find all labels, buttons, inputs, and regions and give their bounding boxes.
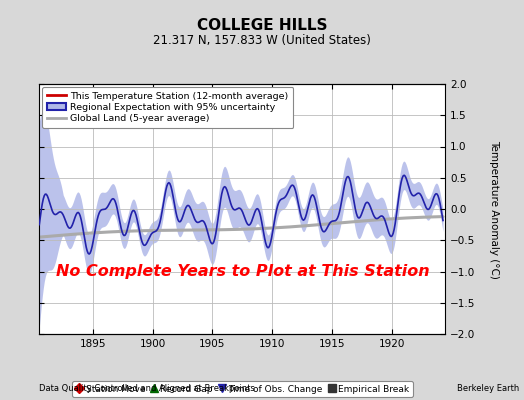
Legend: Station Move, Record Gap, Time of Obs. Change, Empirical Break: Station Move, Record Gap, Time of Obs. C… bbox=[72, 381, 413, 397]
Text: 21.317 N, 157.833 W (United States): 21.317 N, 157.833 W (United States) bbox=[153, 34, 371, 47]
Text: COLLEGE HILLS: COLLEGE HILLS bbox=[196, 18, 328, 33]
Y-axis label: Temperature Anomaly (°C): Temperature Anomaly (°C) bbox=[489, 140, 499, 278]
Text: No Complete Years to Plot at This Station: No Complete Years to Plot at This Statio… bbox=[56, 264, 429, 279]
Text: Berkeley Earth: Berkeley Earth bbox=[456, 384, 519, 393]
Text: Data Quality Controlled and Aligned at Breakpoints: Data Quality Controlled and Aligned at B… bbox=[39, 384, 255, 393]
